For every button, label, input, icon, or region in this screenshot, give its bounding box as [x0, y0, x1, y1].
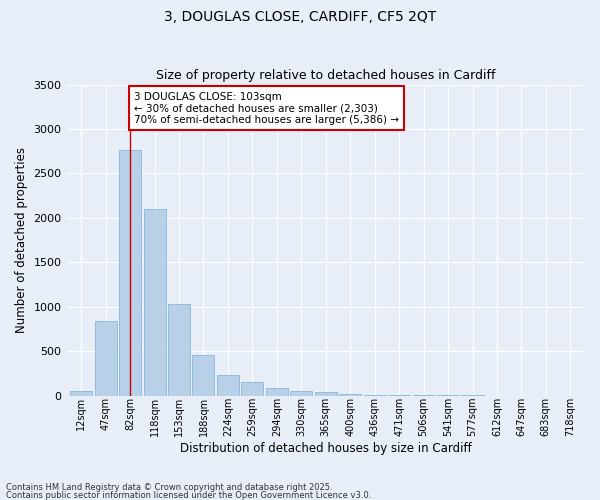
X-axis label: Distribution of detached houses by size in Cardiff: Distribution of detached houses by size … [180, 442, 472, 455]
Bar [290, 391, 313, 396]
Text: Contains HM Land Registry data © Crown copyright and database right 2025.: Contains HM Land Registry data © Crown c… [6, 484, 332, 492]
Bar [95, 321, 116, 396]
Bar [315, 392, 337, 396]
Bar [193, 354, 214, 396]
Text: 3, DOUGLAS CLOSE, CARDIFF, CF5 2QT: 3, DOUGLAS CLOSE, CARDIFF, CF5 2QT [164, 10, 436, 24]
Bar [364, 395, 386, 396]
Bar [143, 209, 166, 396]
Title: Size of property relative to detached houses in Cardiff: Size of property relative to detached ho… [156, 69, 496, 82]
Text: Contains public sector information licensed under the Open Government Licence v3: Contains public sector information licen… [6, 490, 371, 500]
Bar [168, 304, 190, 396]
Text: 3 DOUGLAS CLOSE: 103sqm
← 30% of detached houses are smaller (2,303)
70% of semi: 3 DOUGLAS CLOSE: 103sqm ← 30% of detache… [134, 92, 399, 125]
Y-axis label: Number of detached properties: Number of detached properties [15, 147, 28, 333]
Bar [119, 150, 141, 396]
Bar [217, 374, 239, 396]
Bar [70, 390, 92, 396]
Bar [266, 388, 288, 396]
Bar [241, 382, 263, 396]
Bar [339, 394, 361, 396]
